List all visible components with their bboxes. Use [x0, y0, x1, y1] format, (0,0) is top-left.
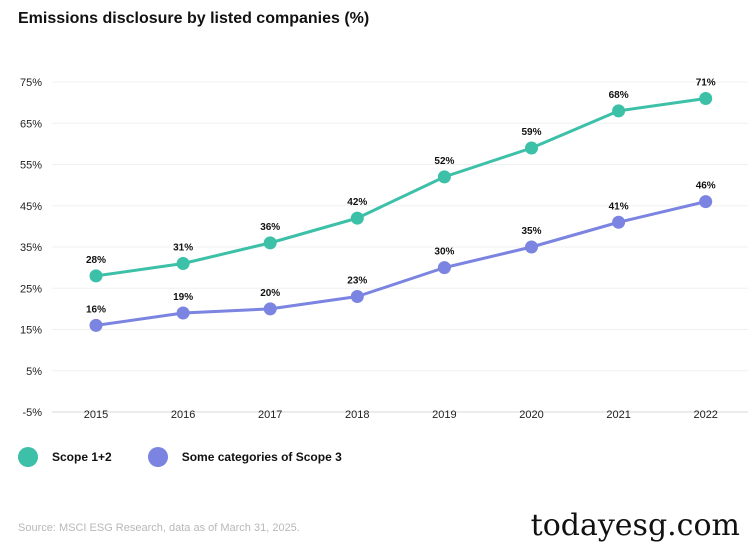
data-point — [263, 302, 277, 316]
data-point — [176, 306, 190, 320]
data-label: 30% — [434, 247, 454, 258]
data-label: 28% — [86, 255, 106, 266]
data-label: 35% — [521, 226, 541, 237]
series-line-2 — [95, 200, 707, 327]
data-label: 16% — [86, 304, 106, 315]
data-point — [350, 290, 364, 303]
y-tick-label: 35% — [20, 242, 42, 254]
watermark: todayesg.com — [530, 508, 740, 543]
x-tick-label: 2016 — [171, 409, 195, 421]
data-point — [350, 211, 364, 225]
data-point — [699, 92, 713, 105]
y-tick-label: 25% — [20, 283, 42, 295]
y-tick-label: -5% — [22, 407, 42, 419]
series-line-1 — [95, 97, 706, 278]
data-point — [525, 240, 538, 254]
x-tick-label: 2022 — [693, 409, 717, 421]
legend-label-scope3: Some categories of Scope 3 — [181, 450, 342, 464]
y-tick-label: 45% — [20, 201, 42, 213]
legend-item-scope3[interactable]: Some categories of Scope 3 — [147, 447, 342, 467]
data-label: 42% — [347, 197, 367, 208]
data-label: 36% — [260, 222, 280, 233]
x-tick-label: 2015 — [84, 409, 108, 421]
data-label: 71% — [696, 78, 716, 89]
data-label: 52% — [434, 156, 454, 167]
data-label: 46% — [696, 181, 716, 192]
data-point — [263, 236, 277, 250]
y-tick-label: 65% — [20, 118, 42, 130]
y-tick-label: 55% — [20, 160, 42, 172]
data-point — [525, 141, 538, 155]
data-label: 19% — [173, 292, 193, 303]
source-note: Source: MSCI ESG Research, data as of Ma… — [18, 522, 300, 534]
y-tick-label: 5% — [26, 366, 42, 378]
line-chart: 75% 65% 55% 45% 35% 25% 15% 5% -5% 2015 2016 2017 20… — [20, 77, 748, 421]
data-point — [89, 269, 103, 283]
x-tick-label: 2019 — [432, 409, 456, 421]
data-label: 23% — [347, 276, 367, 287]
x-tick-label: 2020 — [519, 409, 543, 421]
data-point — [437, 261, 451, 275]
legend-label-scope12: Scope 1+2 — [52, 450, 112, 464]
data-point — [699, 195, 713, 209]
data-point — [437, 170, 451, 184]
data-label: 59% — [521, 127, 541, 138]
chart-title: Emissions disclosure by listed companies… — [18, 10, 370, 27]
x-tick-label: 2021 — [606, 409, 630, 421]
data-label: 20% — [260, 288, 280, 299]
x-tick-label: 2017 — [258, 409, 282, 421]
x-tick-label: 2018 — [345, 409, 369, 421]
data-label: 41% — [609, 201, 629, 212]
y-tick-label: 15% — [20, 325, 42, 337]
legend-item-scope12[interactable]: Scope 1+2 — [18, 447, 112, 467]
legend-swatch-scope3 — [147, 447, 168, 467]
data-point — [176, 257, 190, 270]
legend-swatch-scope12 — [18, 447, 38, 467]
data-point — [89, 318, 103, 332]
data-label: 68% — [609, 90, 629, 101]
data-label: 31% — [173, 243, 193, 254]
data-point — [612, 215, 626, 229]
y-tick-label: 75% — [20, 77, 42, 89]
legend: Scope 1+2 Some categories of Scope 3 — [18, 447, 378, 467]
data-point — [612, 104, 626, 118]
